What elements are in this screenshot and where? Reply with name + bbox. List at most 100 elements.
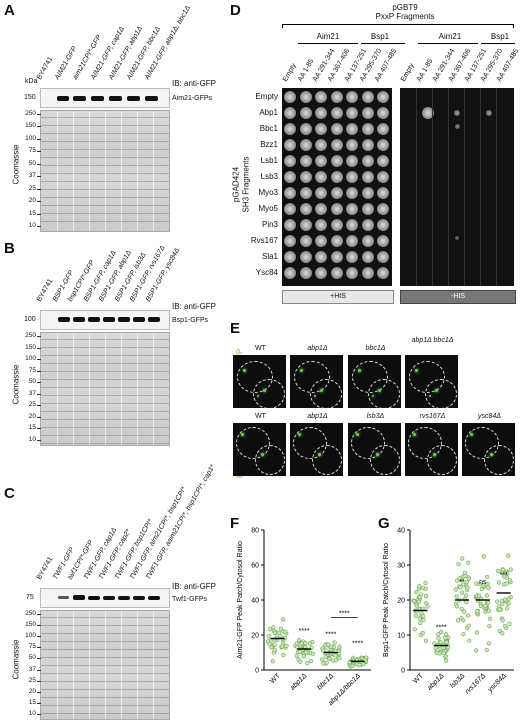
data-point xyxy=(357,663,362,668)
yeast-spot xyxy=(361,251,374,263)
marker-tick xyxy=(37,405,41,407)
data-point xyxy=(459,606,464,611)
data-point xyxy=(461,632,466,637)
micrograph-title: ysc84Δ xyxy=(478,413,501,420)
marker-tick xyxy=(37,614,41,615)
column-label-plus: Empty xyxy=(281,62,298,83)
data-point xyxy=(337,651,342,657)
yeast-spot xyxy=(330,203,343,215)
marker-label: 20 xyxy=(28,197,36,205)
data-point xyxy=(506,596,512,601)
data-point xyxy=(474,630,480,635)
data-point xyxy=(271,625,276,630)
data-point xyxy=(333,658,338,663)
data-point xyxy=(487,616,493,621)
data-point xyxy=(475,608,480,614)
yeast-spot xyxy=(315,219,327,231)
row-label: Ysc84 xyxy=(255,268,278,277)
yeast-spot xyxy=(346,203,358,215)
blot-marker-b: 100 xyxy=(24,316,36,323)
data-point xyxy=(418,620,423,626)
marker-tick xyxy=(37,176,41,178)
yeast-spot-weak xyxy=(455,124,460,129)
yeast-spot xyxy=(284,219,296,231)
row-label: Myo5 xyxy=(258,204,278,213)
data-point xyxy=(500,618,505,623)
data-point xyxy=(508,567,513,572)
marker-label: 150 xyxy=(25,621,36,629)
data-point xyxy=(270,659,275,664)
yeast-spot xyxy=(299,235,312,247)
marker-label: 37 xyxy=(28,665,36,673)
micrograph xyxy=(462,423,515,476)
micrograph-title: bbc1Δ xyxy=(365,345,386,352)
data-point xyxy=(464,579,469,585)
panel-label-d: D xyxy=(230,2,241,19)
plasmid-title: pGBT9 xyxy=(392,3,418,12)
row-label: Abp1 xyxy=(259,108,278,117)
yeast-spot xyxy=(284,187,296,199)
column-label-minus: Empty xyxy=(399,62,416,83)
data-point xyxy=(506,553,511,558)
data-point xyxy=(497,628,502,634)
data-point xyxy=(327,656,332,662)
yeast-spot xyxy=(377,267,389,279)
data-point xyxy=(412,627,417,632)
yeast-spot xyxy=(315,251,327,263)
category-label: WT xyxy=(412,672,425,685)
marker-label: 10 xyxy=(28,710,36,717)
micrograph-title: WT xyxy=(255,413,266,420)
data-point xyxy=(507,578,513,583)
micrograph xyxy=(290,423,343,476)
data-point xyxy=(502,623,508,629)
significance-label: **** xyxy=(325,632,336,639)
marker-tick xyxy=(37,669,41,671)
data-point xyxy=(496,568,501,574)
marker-label: 50 xyxy=(28,378,36,386)
western-blot-c xyxy=(40,588,170,608)
yeast-spot xyxy=(330,267,343,279)
group-aim21-minus: Aim21 xyxy=(438,32,462,41)
yeast-spot xyxy=(346,267,358,279)
data-point xyxy=(279,644,285,649)
marker-label: 15 xyxy=(28,698,36,706)
cell-outline xyxy=(312,445,342,475)
bracket-significance: **** xyxy=(339,611,350,618)
data-point xyxy=(444,640,449,645)
marker-label: 50 xyxy=(28,159,36,167)
yeast-spot xyxy=(299,203,312,215)
data-point xyxy=(501,574,507,579)
y-axis-label: Bsp1-GFP Peak Patch/Cytosol Ratio xyxy=(383,543,390,657)
row-axis-subtitle: SH3 Fragments xyxy=(241,156,251,213)
yeast-spot xyxy=(361,107,374,119)
yeast-spot xyxy=(377,171,389,183)
yeast-spot xyxy=(346,219,358,231)
yeast-spot xyxy=(377,139,389,151)
micrograph-title: WT xyxy=(255,345,266,352)
yeast-spot xyxy=(299,267,312,279)
data-point xyxy=(301,654,306,659)
data-point xyxy=(456,562,461,567)
micrograph xyxy=(405,423,458,476)
data-point xyxy=(417,595,422,600)
data-point xyxy=(444,632,449,637)
yeast-spot xyxy=(377,235,389,247)
data-point xyxy=(462,570,468,575)
data-point xyxy=(272,647,277,653)
cell-outline xyxy=(425,379,457,408)
western-blot-b xyxy=(40,310,170,330)
gfp-patch xyxy=(263,389,266,392)
gfp-patch xyxy=(435,389,438,392)
data-point xyxy=(414,590,419,595)
coomassie-gel-c xyxy=(40,610,170,720)
significance-label: **** xyxy=(436,625,447,632)
data-point xyxy=(326,642,331,647)
yeast-spot xyxy=(330,155,343,167)
yeast-spot xyxy=(361,91,374,103)
y-tick-label: 0 xyxy=(255,668,259,675)
row-label: Sla1 xyxy=(261,252,278,261)
gfp-patch xyxy=(243,369,246,372)
yeast-spot xyxy=(361,139,374,151)
data-point xyxy=(466,613,471,618)
data-point xyxy=(443,635,448,640)
